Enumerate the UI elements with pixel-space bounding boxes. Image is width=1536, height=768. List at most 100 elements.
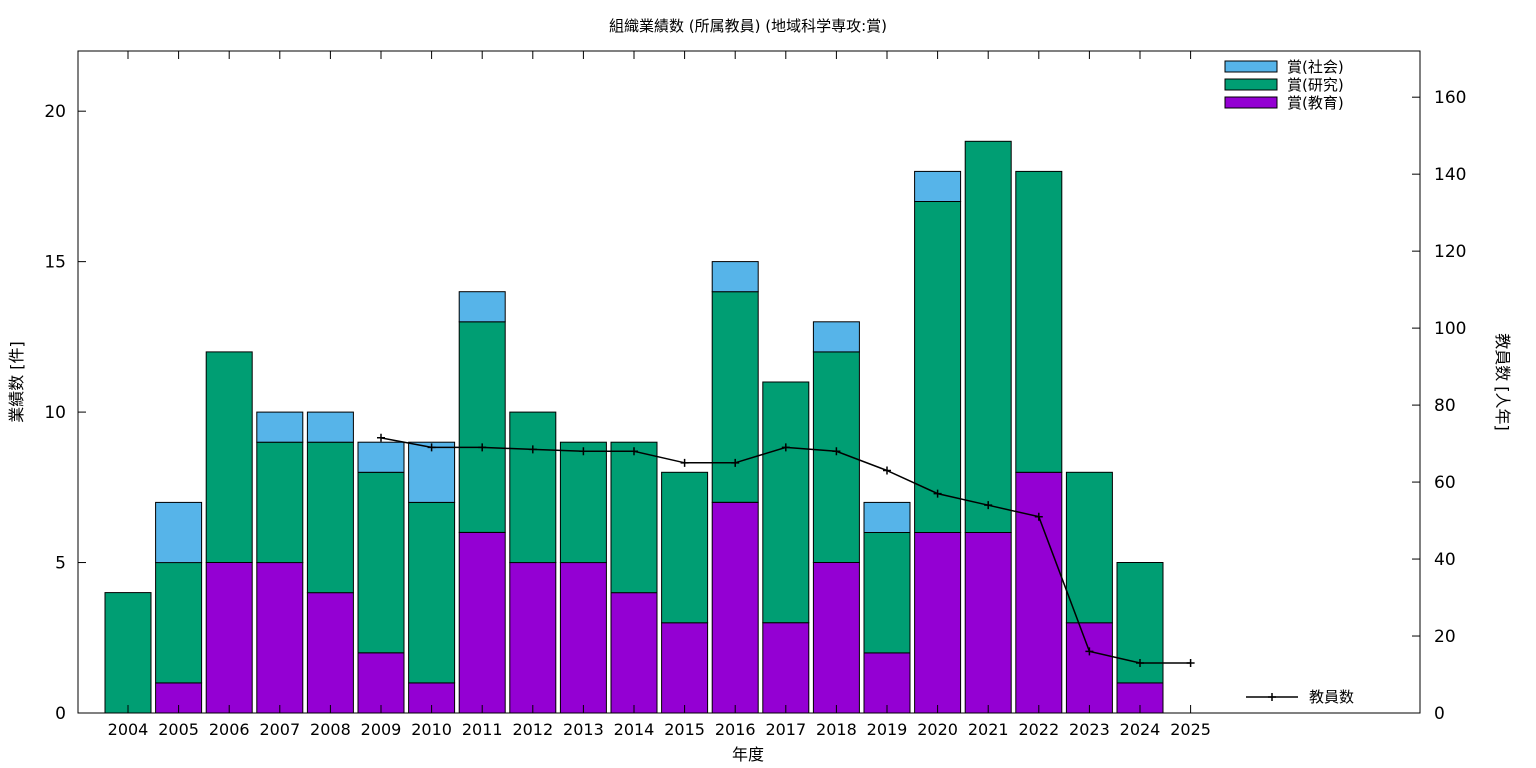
y2-tick-label: 0 [1434,704,1445,724]
line-point [832,447,841,456]
plot-frame [77,50,1421,714]
legend-label: 賞(社会) [1287,58,1344,76]
bar-segment [812,321,860,353]
bar-segment [205,562,253,714]
line-point [528,445,537,454]
y2-tick-label: 120 [1434,242,1466,262]
bar-segment [306,592,354,714]
x-tick-label: 2012 [512,720,553,739]
bar-segment [863,652,911,714]
bar-segment [762,381,810,624]
legend-label: 賞(研究) [1287,76,1344,94]
x-tick-label: 2009 [361,720,402,739]
bar-segment [610,592,658,714]
bar-segment [863,501,911,533]
line-point [579,447,588,456]
bar-segment [408,501,456,684]
x-tick-label: 2021 [968,720,1009,739]
line-point [883,466,891,475]
y2-tick-label: 100 [1434,319,1466,339]
y-tick-label: 10 [44,403,66,423]
bar-segment [458,291,506,323]
bar-segment [155,562,203,684]
bar-segment [104,592,152,714]
x-tick-label: 2018 [816,720,857,739]
x-tick-label: 2007 [259,720,300,739]
chart-title: 組織業績数 (所属教員) (地域科学専攻:賞) [609,17,887,35]
y-tick-label: 0 [55,704,66,724]
line-point [1186,658,1195,667]
line-point [630,447,638,456]
line-point [1034,512,1043,521]
bar-segment [408,441,456,503]
y2-axis-label: 教員数 [人年] [1493,333,1512,431]
bar-segment [711,261,759,293]
line-layer [377,433,1195,667]
legend-swatch [1224,60,1278,73]
x-tick-label: 2020 [917,720,958,739]
bar-segment [812,562,860,714]
bars-layer [104,140,1164,714]
legend-line-marker [1268,693,1276,701]
legend-swatch [1224,78,1278,91]
y2-tick-label: 20 [1434,627,1456,647]
bar-segment [458,321,506,533]
bar-segment [559,562,607,714]
x-tick-label: 2011 [462,720,503,739]
bar-segment [964,140,1012,534]
x-tick-label: 2023 [1069,720,1110,739]
x-tick-label: 2022 [1018,720,1059,739]
ticks-layer: 0 5 10 15 20 0 20 40 60 80 100 120 140 160 2004 2005 200… [44,51,1466,739]
line-point [731,458,740,467]
line-point [427,443,436,452]
x-axis-label: 年度 [732,745,764,764]
x-tick-label: 2025 [1170,720,1211,739]
y-tick-label: 5 [55,554,66,574]
bar-segment [205,351,253,563]
x-tick-label: 2019 [867,720,908,739]
y-tick-label: 20 [44,102,66,122]
x-tick-label: 2013 [563,720,604,739]
y2-tick-label: 80 [1434,396,1456,416]
bar-segment [357,471,405,654]
bar-segment [711,501,759,714]
line-point [478,443,487,452]
line-point [377,433,385,442]
y-tick-label: 15 [44,253,66,273]
y2-tick-label: 140 [1434,165,1466,185]
bar-segment [711,291,759,503]
line-point [781,443,790,452]
x-tick-label: 2015 [664,720,705,739]
y2-tick-label: 40 [1434,550,1456,570]
legend-swatch [1224,96,1278,109]
bar-segment [357,441,405,473]
bar-segment [1065,622,1113,714]
x-tick-label: 2006 [209,720,250,739]
legend-line-label: 教員数 [1309,688,1354,706]
line-point [1085,647,1094,656]
line-point [680,458,689,467]
bar-segment [458,532,506,714]
x-tick-label: 2010 [411,720,452,739]
bar-segment [762,622,810,714]
bar-segment [1015,170,1063,473]
line-point [1136,658,1144,667]
legend: 賞(社会)賞(研究)賞(教育) 教員数 [1224,58,1354,706]
x-tick-label: 2005 [158,720,199,739]
x-tick-label: 2024 [1120,720,1161,739]
bar-segment [661,622,709,714]
bar-segment [306,441,354,594]
x-tick-label: 2017 [765,720,806,739]
bar-segment [509,562,557,714]
bar-segment [559,441,607,564]
bar-segment [357,652,405,714]
y2-tick-label: 60 [1434,473,1456,493]
line-point [933,489,942,498]
bar-segment [256,411,304,443]
x-tick-label: 2016 [715,720,756,739]
bar-segment [914,201,962,533]
bar-segment [155,501,203,564]
bar-segment [256,562,304,714]
legend-label: 賞(教育) [1287,94,1344,112]
